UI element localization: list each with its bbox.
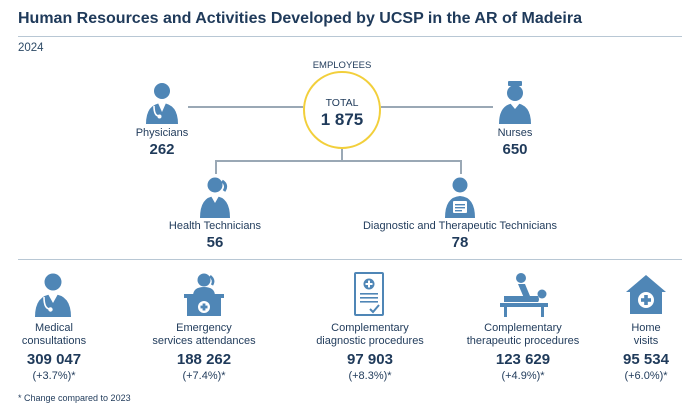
activity-diagnostic-change: (+8.3%)*: [348, 370, 392, 382]
clipboard-icon: [354, 272, 384, 316]
connector-diag-tech: [460, 160, 462, 174]
activity-medical-value: 309 047: [26, 351, 82, 368]
connector-health-tech: [215, 160, 217, 174]
nurses-label: Nurses: [497, 127, 533, 139]
activity-home-change: (+6.0%)*: [624, 370, 668, 382]
diagnostic-technician-icon: [445, 177, 475, 218]
activity-home-label: Home visits: [631, 322, 661, 347]
connector-physicians: [188, 106, 303, 108]
total-label: TOTAL: [325, 97, 359, 109]
health-technician-icon: [200, 177, 230, 218]
section-divider: [18, 259, 682, 260]
footnote: * Change compared to 2023: [18, 393, 131, 403]
nurses-value: 650: [502, 141, 528, 158]
physician-icon: [146, 83, 178, 124]
diagnostic-technicians-value: 78: [451, 234, 469, 251]
activity-diagnostic-value: 97 903: [347, 351, 393, 368]
total-value: 1 875: [320, 110, 364, 129]
year-label: 2024: [18, 42, 44, 54]
health-technicians-value: 56: [206, 234, 224, 251]
physiotherapy-icon: [500, 273, 548, 317]
activity-therapeutic-value: 123 629: [495, 351, 551, 368]
connector-horizontal: [215, 160, 461, 162]
physicians-label: Physicians: [135, 127, 189, 139]
page-title: Human Resources and Activities Developed…: [18, 10, 582, 27]
employees-heading: EMPLOYEES: [312, 60, 372, 71]
diagnostic-technicians-label: Diagnostic and Therapeutic Technicians: [362, 220, 558, 232]
medical-consultation-icon: [35, 273, 71, 317]
emergency-desk-icon: [184, 273, 224, 316]
physicians-value: 262: [149, 141, 175, 158]
activity-medical-change: (+3.7%)*: [32, 370, 76, 382]
activity-emergency-label: Emergency services attendances: [152, 322, 256, 347]
activity-diagnostic-label: Complementary diagnostic procedures: [316, 322, 424, 347]
nurse-icon: [499, 81, 531, 124]
title-divider: [18, 36, 682, 37]
home-visit-icon: [626, 275, 666, 314]
activity-therapeutic-label: Complementary therapeutic procedures: [466, 322, 580, 347]
activity-home-value: 95 534: [623, 351, 669, 368]
total-circle: [303, 71, 381, 149]
connector-nurses: [381, 106, 493, 108]
health-technicians-label: Health Technicians: [168, 220, 262, 232]
activity-therapeutic-change: (+4.9%)*: [501, 370, 545, 382]
activity-emergency-value: 188 262: [176, 351, 232, 368]
activity-emergency-change: (+7.4%)*: [182, 370, 226, 382]
activity-medical-label: Medical consultations: [21, 322, 87, 347]
connector-down: [341, 149, 343, 161]
